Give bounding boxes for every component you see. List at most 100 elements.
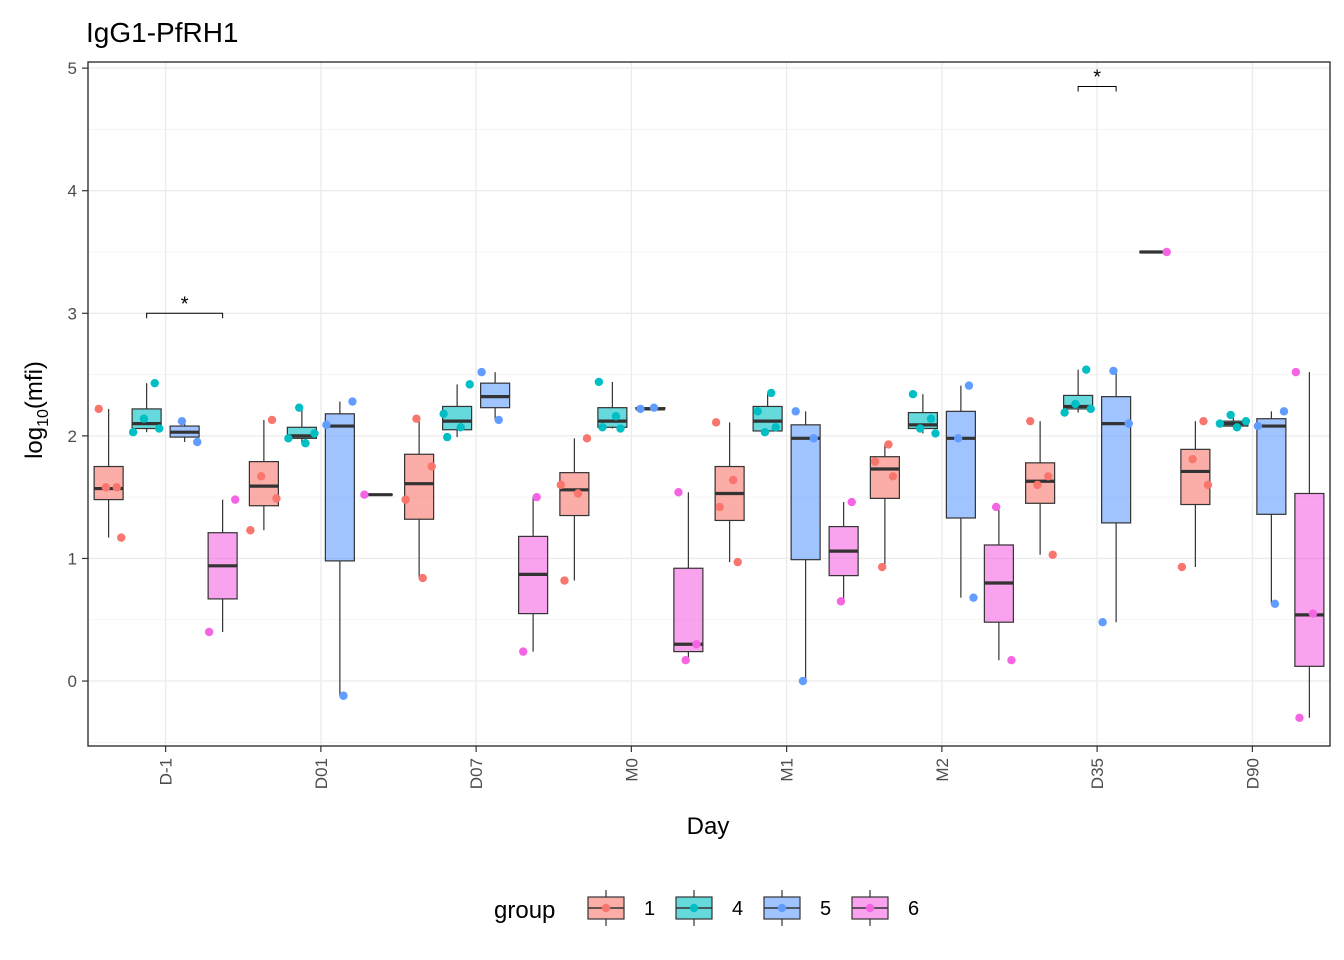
data-point xyxy=(888,472,898,481)
data-point xyxy=(715,502,724,512)
box-D01-group-5 xyxy=(324,401,355,696)
data-point xyxy=(322,420,331,430)
box-body xyxy=(1256,418,1287,515)
data-point xyxy=(573,489,583,498)
bracket-line xyxy=(1077,86,1117,92)
box-D90-group-5 xyxy=(1256,411,1287,604)
data-point xyxy=(1291,367,1301,377)
data-point xyxy=(877,562,887,572)
data-point xyxy=(401,495,410,504)
data-point xyxy=(360,490,369,499)
data-point xyxy=(139,414,149,423)
data-point xyxy=(477,367,486,377)
data-point xyxy=(112,483,121,492)
data-point xyxy=(733,557,742,567)
data-point xyxy=(427,462,436,471)
data-point xyxy=(847,497,856,507)
data-point xyxy=(969,593,978,602)
data-point xyxy=(681,655,690,665)
significance-bracket: * xyxy=(146,293,224,319)
data-point xyxy=(456,423,465,432)
data-point xyxy=(1279,407,1289,416)
legend-title: group xyxy=(494,897,555,924)
data-point xyxy=(931,429,940,438)
x-tick-label: M0 xyxy=(622,758,641,782)
box-body xyxy=(673,567,704,653)
data-point xyxy=(611,412,621,421)
data-point xyxy=(649,403,659,412)
data-point xyxy=(301,439,310,448)
data-point xyxy=(598,423,607,432)
data-point xyxy=(204,627,214,637)
x-tick-label: D01 xyxy=(312,758,331,789)
data-point xyxy=(594,377,604,387)
x-tick-label: M1 xyxy=(778,758,797,782)
y-tick-label: 4 xyxy=(68,182,77,201)
data-point xyxy=(908,389,918,399)
data-point xyxy=(231,495,240,504)
data-point xyxy=(1188,454,1197,464)
data-point xyxy=(412,414,421,423)
data-point xyxy=(926,414,936,423)
box-body xyxy=(1294,492,1325,667)
x-axis-title: Day xyxy=(687,813,730,840)
data-point xyxy=(532,492,541,502)
legend-label: 5 xyxy=(820,898,831,920)
y-axis-title: log10(mfi) xyxy=(21,361,52,459)
data-point xyxy=(915,424,925,433)
data-point xyxy=(443,432,452,442)
data-point xyxy=(284,434,293,443)
data-point xyxy=(117,533,126,542)
data-point xyxy=(1086,404,1095,414)
box-D-1-group-6 xyxy=(207,499,238,632)
box-D35-group-5 xyxy=(1101,370,1132,623)
box-body xyxy=(442,405,473,431)
legend-item-1: 1 xyxy=(587,890,655,926)
data-point xyxy=(1253,421,1263,431)
data-point xyxy=(1226,410,1235,420)
box-M2-group-5 xyxy=(945,385,976,598)
y-axis-title-base: log xyxy=(21,427,48,459)
data-point xyxy=(1241,416,1251,426)
data-point xyxy=(1060,408,1069,417)
box-M0-group-6 xyxy=(673,492,704,661)
box-M1-group-6 xyxy=(828,502,859,602)
data-point xyxy=(964,381,974,390)
data-point xyxy=(246,526,255,535)
axes: 0 1 2 3 4 5 D-1 D01 D07 M0 M1 M2 D35 D90 xyxy=(68,59,1263,789)
significance-bracket: * xyxy=(1077,67,1117,92)
data-point xyxy=(1048,550,1057,559)
y-tick-label: 5 xyxy=(68,59,77,78)
data-point xyxy=(870,457,880,466)
significance-label: * xyxy=(181,293,189,315)
data-point xyxy=(798,676,808,686)
data-point xyxy=(294,403,304,412)
data-point xyxy=(760,427,770,437)
plot-area: ** xyxy=(93,67,1325,723)
legend-key-point xyxy=(777,903,787,913)
data-point xyxy=(556,480,566,490)
legend-item-6: 6 xyxy=(851,890,919,926)
data-point xyxy=(494,415,503,425)
data-point xyxy=(339,691,348,700)
data-point xyxy=(771,423,780,432)
data-point xyxy=(256,472,266,481)
x-tick-label: D35 xyxy=(1088,758,1107,789)
box-D-1-group-1 xyxy=(93,408,124,538)
y-tick-label: 0 xyxy=(68,672,77,691)
data-point xyxy=(1270,599,1280,609)
data-point xyxy=(439,409,448,419)
chart-title: IgG1-PfRH1 xyxy=(86,17,239,48)
data-point xyxy=(692,640,701,649)
data-point xyxy=(155,424,164,433)
significance-label: * xyxy=(1093,67,1101,89)
box-D01-group-1 xyxy=(248,419,279,531)
data-point xyxy=(1232,423,1242,432)
data-point xyxy=(1007,655,1016,665)
data-point xyxy=(1177,562,1187,572)
data-point xyxy=(348,397,357,406)
y-tick-label: 1 xyxy=(68,549,77,568)
data-point xyxy=(1044,472,1053,481)
bracket-line xyxy=(146,312,224,319)
